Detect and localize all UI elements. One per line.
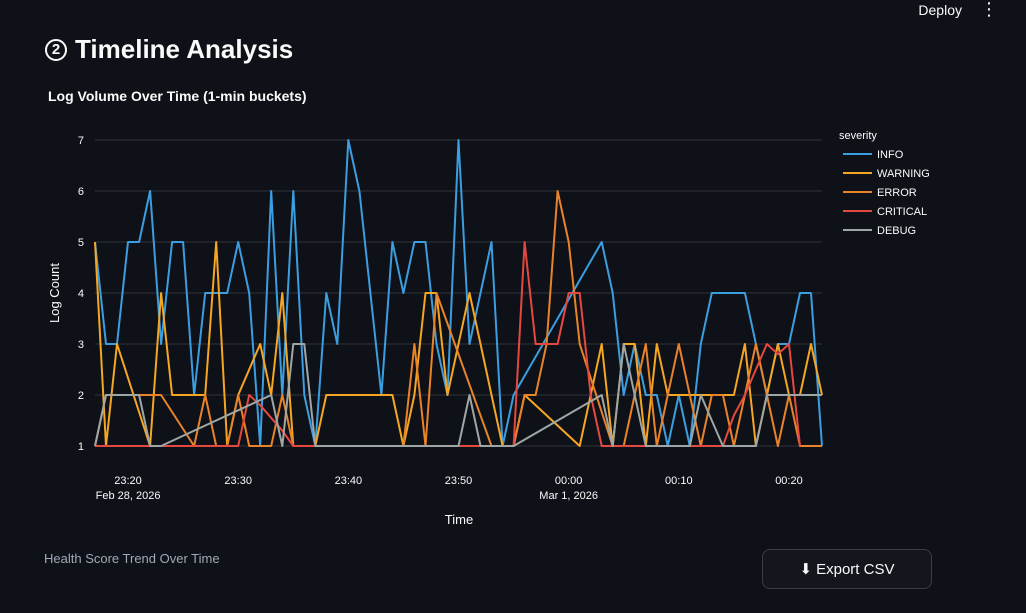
legend-label: ERROR (877, 187, 917, 199)
y-tick-label: 3 (78, 339, 84, 351)
top-toolbar: Deploy ⋮ (918, 0, 1026, 20)
y-tick-label: 2 (78, 390, 84, 402)
series-line-debug[interactable] (94, 343, 822, 447)
x-axis-ticks: 23:20 Feb 28, 2026 23:30 23:40 23:50 00:00 Mar… (96, 475, 803, 502)
legend-label: INFO (877, 149, 904, 161)
legend-item-error[interactable]: ERROR (843, 187, 917, 199)
y-axis-title: Log Count (47, 263, 62, 323)
x-tick-label: 23:20 (114, 475, 142, 487)
legend-item-warning[interactable]: WARNING (843, 168, 930, 180)
download-arrow-icon: ⬇ (799, 561, 813, 578)
legend-title: severity (839, 130, 877, 142)
x-tick-label: 23:50 (445, 475, 473, 487)
export-csv-button[interactable]: ⬇ Export CSV (762, 549, 932, 589)
chart-title: Log Volume Over Time (1-min buckets) (48, 88, 307, 104)
x-axis-title: Time (445, 512, 473, 527)
deploy-button[interactable]: Deploy (918, 2, 962, 18)
series-line-info[interactable] (94, 139, 823, 447)
y-axis-ticks: 1 2 3 4 5 6 7 (78, 135, 84, 453)
legend-item-critical[interactable]: CRITICAL (843, 206, 927, 218)
y-tick-label: 1 (78, 441, 84, 453)
y-tick-label: 4 (78, 288, 84, 300)
log-volume-chart[interactable]: 1 2 3 4 5 6 7 23:20 Feb 28, 2026 23:30 23:40 23:50… (0, 0, 1026, 540)
legend-label: WARNING (877, 168, 930, 180)
x-tick-label: 00:10 (665, 475, 693, 487)
x-tick-label: 00:20 (775, 475, 803, 487)
export-csv-label: Export CSV (816, 560, 895, 578)
y-tick-label: 5 (78, 237, 84, 249)
series-line-error[interactable] (94, 190, 822, 447)
x-tick-label: 23:30 (224, 475, 252, 487)
kebab-menu-icon[interactable]: ⋮ (980, 0, 998, 20)
x-tick-label: 00:00 (555, 475, 583, 487)
legend-label: CRITICAL (877, 206, 927, 218)
x-tick-date-label: Feb 28, 2026 (96, 490, 161, 502)
step-number-icon: 2 (45, 38, 67, 61)
legend-item-info[interactable]: INFO (843, 149, 904, 161)
y-tick-label: 7 (78, 135, 84, 147)
chart-series (94, 139, 823, 447)
health-score-subheader: Health Score Trend Over Time (44, 551, 220, 566)
page-title: 2 Timeline Analysis (45, 34, 293, 65)
legend-label: DEBUG (877, 225, 916, 237)
page-title-text: Timeline Analysis (75, 34, 294, 64)
x-tick-label: 23:40 (335, 475, 363, 487)
legend-item-debug[interactable]: DEBUG (843, 225, 916, 237)
x-tick-date-label: Mar 1, 2026 (539, 490, 598, 502)
y-tick-label: 6 (78, 186, 84, 198)
